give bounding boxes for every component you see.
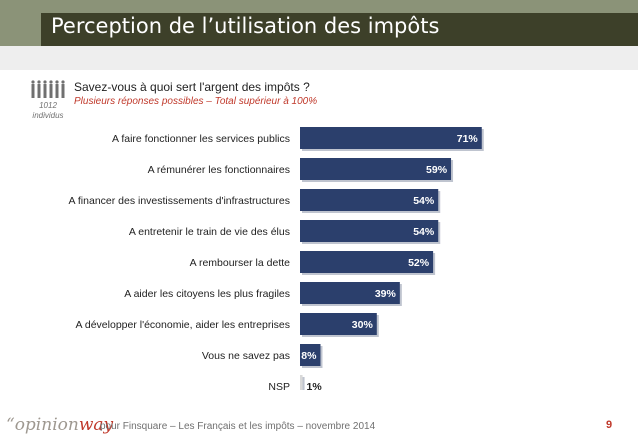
- opinionway-logo: “opinionway: [6, 415, 113, 435]
- people-icon: [31, 80, 65, 98]
- question-note: Plusieurs réponses possibles – Total sup…: [74, 96, 318, 107]
- value-label: 30%: [352, 319, 374, 331]
- bar: [300, 282, 400, 304]
- bar: [300, 313, 377, 335]
- title-bar: Perception de l’utilisation des impôts: [0, 0, 638, 46]
- category-label: NSP: [268, 381, 290, 390]
- bar: [300, 189, 439, 211]
- category-label: A rémunérer les fonctionnaires: [148, 164, 290, 176]
- value-label: 71%: [457, 133, 479, 145]
- title-bar-dark: [41, 13, 638, 46]
- header-stripe: [0, 46, 638, 70]
- bar: [300, 220, 439, 242]
- value-label: 39%: [375, 288, 397, 300]
- sample-count: 1012: [39, 101, 57, 110]
- value-label: 8%: [301, 350, 317, 362]
- page-number: 9: [606, 419, 613, 431]
- bar: [300, 158, 452, 180]
- category-label: A entretenir le train de vie des élus: [129, 226, 290, 238]
- value-label: 54%: [413, 195, 435, 207]
- bar-shadow: [302, 377, 305, 390]
- category-label: Vous ne savez pas: [202, 350, 290, 362]
- footer-text: pour Finsquare – Les Français et les imp…: [100, 421, 376, 432]
- category-label: A rembourser la dette: [190, 257, 291, 269]
- category-label: A développer l'économie, aider les entre…: [76, 319, 290, 331]
- question-text: Savez-vous à quoi sert l'argent des impô…: [74, 80, 310, 94]
- category-label: A aider les citoyens les plus fragiles: [124, 288, 290, 300]
- bar: [300, 375, 303, 390]
- bar: [300, 344, 321, 366]
- value-label: 59%: [426, 164, 448, 176]
- value-label: 1%: [307, 381, 323, 390]
- category-label: A faire fonctionner les services publics: [112, 133, 290, 145]
- category-label: A financer des investissements d'infrast…: [69, 195, 290, 207]
- bar-chart: A faire fonctionner les services publics…: [69, 127, 484, 390]
- value-label: 54%: [413, 226, 435, 238]
- sample-size: 1012 individus: [27, 101, 69, 121]
- sample-unit: individus: [32, 111, 64, 120]
- page-title: Perception de l’utilisation des impôts: [51, 14, 440, 38]
- logo-main: “opinion: [6, 415, 79, 435]
- logo-accent: way: [78, 415, 114, 435]
- value-label: 52%: [408, 257, 430, 269]
- bar: [300, 127, 482, 149]
- bar: [300, 251, 434, 273]
